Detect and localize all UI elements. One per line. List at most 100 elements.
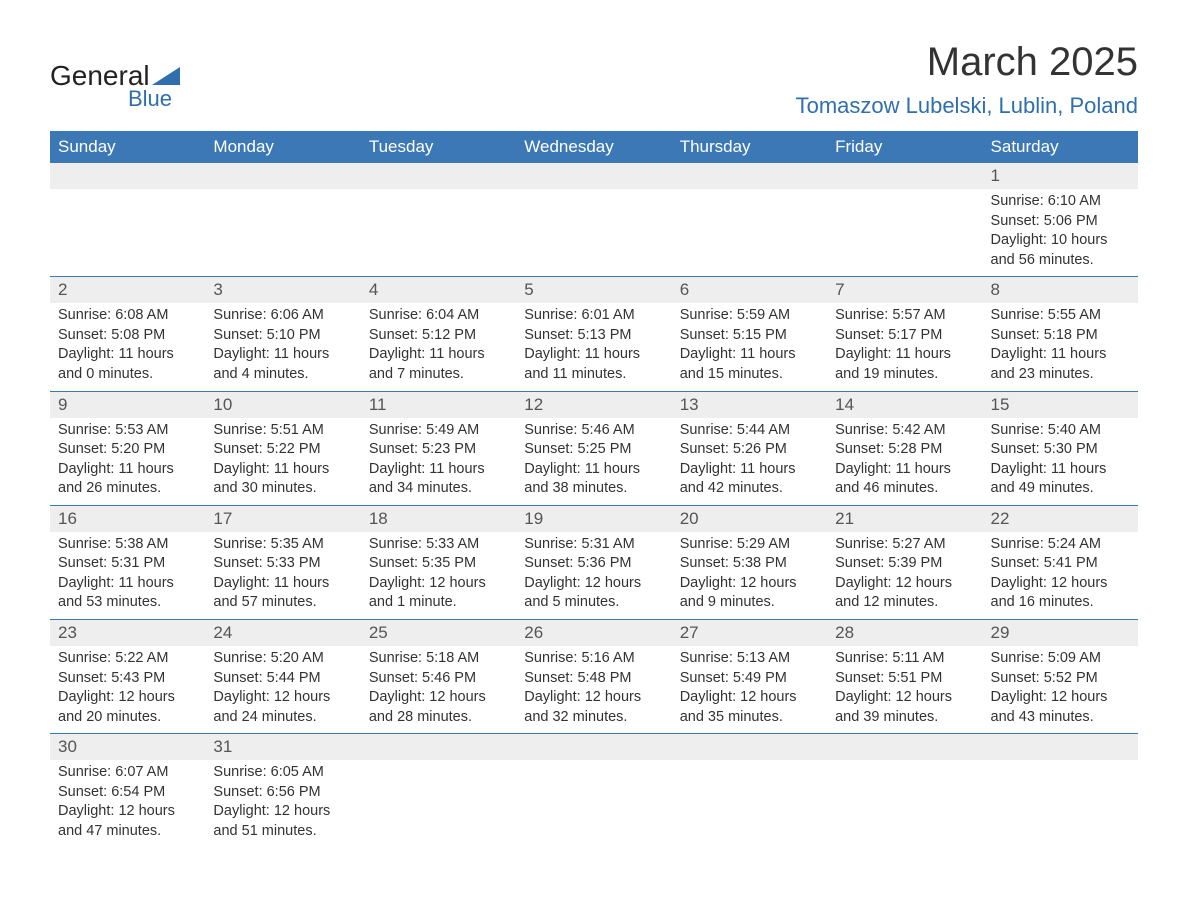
day-content-cell	[516, 189, 671, 277]
sunset-text: Sunset: 5:48 PM	[524, 669, 663, 689]
daylight-text: and 20 minutes.	[58, 708, 197, 728]
day-number-cell: 11	[361, 391, 516, 418]
day-content-cell: Sunrise: 5:38 AMSunset: 5:31 PMDaylight:…	[50, 532, 205, 620]
week-daynum-row: 23242526272829	[50, 620, 1138, 647]
day-number-cell	[672, 734, 827, 761]
day-content-cell: Sunrise: 5:40 AMSunset: 5:30 PMDaylight:…	[983, 418, 1138, 506]
day-number-cell	[827, 734, 982, 761]
sunset-text: Sunset: 5:26 PM	[680, 440, 819, 460]
day-content-cell: Sunrise: 5:35 AMSunset: 5:33 PMDaylight:…	[205, 532, 360, 620]
sunrise-text: Sunrise: 5:46 AM	[524, 421, 663, 441]
daylight-text: Daylight: 10 hours	[991, 231, 1130, 251]
sunset-text: Sunset: 5:43 PM	[58, 669, 197, 689]
day-content-cell: Sunrise: 5:18 AMSunset: 5:46 PMDaylight:…	[361, 646, 516, 734]
logo-text-blue: Blue	[128, 86, 180, 112]
daylight-text: Daylight: 11 hours	[58, 460, 197, 480]
day-content-cell: Sunrise: 5:29 AMSunset: 5:38 PMDaylight:…	[672, 532, 827, 620]
day-content-cell: Sunrise: 5:55 AMSunset: 5:18 PMDaylight:…	[983, 303, 1138, 391]
day-content-cell: Sunrise: 5:24 AMSunset: 5:41 PMDaylight:…	[983, 532, 1138, 620]
day-content-cell	[672, 760, 827, 847]
daylight-text: Daylight: 11 hours	[991, 460, 1130, 480]
day-content-cell: Sunrise: 5:33 AMSunset: 5:35 PMDaylight:…	[361, 532, 516, 620]
week-content-row: Sunrise: 5:53 AMSunset: 5:20 PMDaylight:…	[50, 418, 1138, 506]
sunset-text: Sunset: 5:39 PM	[835, 554, 974, 574]
daylight-text: and 35 minutes.	[680, 708, 819, 728]
day-number-cell: 2	[50, 277, 205, 304]
week-daynum-row: 1	[50, 163, 1138, 189]
daylight-text: and 19 minutes.	[835, 365, 974, 385]
daylight-text: Daylight: 11 hours	[58, 345, 197, 365]
sunrise-text: Sunrise: 5:57 AM	[835, 306, 974, 326]
month-title: March 2025	[796, 40, 1138, 85]
daylight-text: Daylight: 12 hours	[524, 574, 663, 594]
day-content-cell	[361, 189, 516, 277]
daylight-text: and 49 minutes.	[991, 479, 1130, 499]
sunset-text: Sunset: 6:54 PM	[58, 783, 197, 803]
day-content-cell: Sunrise: 5:57 AMSunset: 5:17 PMDaylight:…	[827, 303, 982, 391]
daylight-text: and 12 minutes.	[835, 593, 974, 613]
col-header: Friday	[827, 131, 982, 163]
daylight-text: Daylight: 12 hours	[213, 802, 352, 822]
sunset-text: Sunset: 5:22 PM	[213, 440, 352, 460]
sunset-text: Sunset: 5:13 PM	[524, 326, 663, 346]
page-header: General Blue March 2025 Tomaszow Lubelsk…	[50, 40, 1138, 119]
sunset-text: Sunset: 5:28 PM	[835, 440, 974, 460]
daylight-text: Daylight: 11 hours	[835, 345, 974, 365]
week-daynum-row: 16171819202122	[50, 505, 1138, 532]
daylight-text: and 53 minutes.	[58, 593, 197, 613]
daylight-text: Daylight: 11 hours	[369, 345, 508, 365]
sunrise-text: Sunrise: 5:49 AM	[369, 421, 508, 441]
col-header: Tuesday	[361, 131, 516, 163]
day-number-cell: 6	[672, 277, 827, 304]
daylight-text: and 30 minutes.	[213, 479, 352, 499]
daylight-text: and 39 minutes.	[835, 708, 974, 728]
sunset-text: Sunset: 5:10 PM	[213, 326, 352, 346]
daylight-text: and 56 minutes.	[991, 251, 1130, 271]
sunrise-text: Sunrise: 5:31 AM	[524, 535, 663, 555]
sunrise-text: Sunrise: 5:16 AM	[524, 649, 663, 669]
location-subtitle: Tomaszow Lubelski, Lublin, Poland	[796, 93, 1138, 119]
daylight-text: Daylight: 12 hours	[991, 688, 1130, 708]
daylight-text: and 32 minutes.	[524, 708, 663, 728]
daylight-text: and 9 minutes.	[680, 593, 819, 613]
sunrise-text: Sunrise: 5:09 AM	[991, 649, 1130, 669]
sunrise-text: Sunrise: 6:04 AM	[369, 306, 508, 326]
day-number-cell: 31	[205, 734, 360, 761]
day-number-cell: 26	[516, 620, 671, 647]
day-number-cell: 23	[50, 620, 205, 647]
sunrise-text: Sunrise: 5:40 AM	[991, 421, 1130, 441]
day-content-cell	[361, 760, 516, 847]
day-number-cell: 29	[983, 620, 1138, 647]
daylight-text: Daylight: 12 hours	[835, 574, 974, 594]
sunrise-text: Sunrise: 5:51 AM	[213, 421, 352, 441]
col-header: Wednesday	[516, 131, 671, 163]
day-content-cell: Sunrise: 5:27 AMSunset: 5:39 PMDaylight:…	[827, 532, 982, 620]
day-number-cell: 7	[827, 277, 982, 304]
sunrise-text: Sunrise: 6:05 AM	[213, 763, 352, 783]
sunset-text: Sunset: 5:31 PM	[58, 554, 197, 574]
daylight-text: Daylight: 11 hours	[835, 460, 974, 480]
day-content-cell: Sunrise: 5:51 AMSunset: 5:22 PMDaylight:…	[205, 418, 360, 506]
daylight-text: Daylight: 12 hours	[524, 688, 663, 708]
sunrise-text: Sunrise: 5:44 AM	[680, 421, 819, 441]
day-number-cell	[827, 163, 982, 189]
day-content-cell: Sunrise: 6:06 AMSunset: 5:10 PMDaylight:…	[205, 303, 360, 391]
daylight-text: and 4 minutes.	[213, 365, 352, 385]
sunset-text: Sunset: 5:25 PM	[524, 440, 663, 460]
sunrise-text: Sunrise: 5:33 AM	[369, 535, 508, 555]
day-content-cell: Sunrise: 5:22 AMSunset: 5:43 PMDaylight:…	[50, 646, 205, 734]
sunrise-text: Sunrise: 5:22 AM	[58, 649, 197, 669]
sunrise-text: Sunrise: 5:59 AM	[680, 306, 819, 326]
week-content-row: Sunrise: 5:22 AMSunset: 5:43 PM Daylight:…	[50, 646, 1138, 734]
daylight-text: and 51 minutes.	[213, 822, 352, 842]
sunset-text: Sunset: 5:49 PM	[680, 669, 819, 689]
day-content-cell: Sunrise: 5:49 AMSunset: 5:23 PMDaylight:…	[361, 418, 516, 506]
day-number-cell	[205, 163, 360, 189]
sunset-text: Sunset: 5:06 PM	[991, 212, 1130, 232]
daylight-text: and 11 minutes.	[524, 365, 663, 385]
day-number-cell: 3	[205, 277, 360, 304]
day-content-cell: Sunrise: 5:09 AMSunset: 5:52 PMDaylight:…	[983, 646, 1138, 734]
sunset-text: Sunset: 5:38 PM	[680, 554, 819, 574]
sunset-text: Sunset: 5:30 PM	[991, 440, 1130, 460]
day-number-cell: 13	[672, 391, 827, 418]
